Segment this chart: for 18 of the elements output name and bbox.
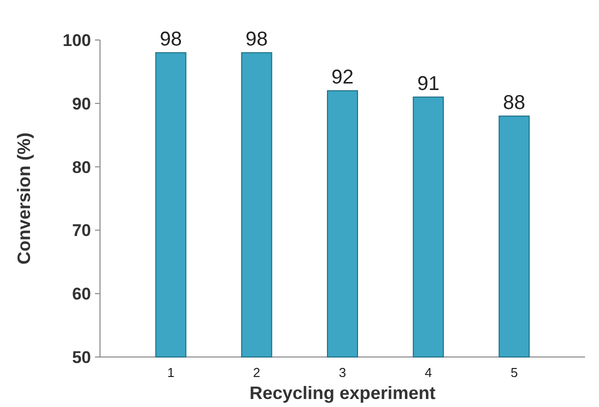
y-tick-label: 50: [72, 348, 91, 367]
x-axis-title: Recycling experiment: [249, 383, 436, 403]
y-tick-label: 90: [72, 94, 91, 114]
y-axis-title: Conversion (%): [14, 132, 34, 265]
x-tick-label: 2: [253, 365, 260, 380]
x-tick-label: 4: [424, 365, 432, 380]
data-label: 91: [417, 73, 440, 96]
data-label: 92: [331, 66, 354, 89]
y-tick-label: 100: [62, 30, 91, 50]
y-tick-label: 80: [72, 158, 91, 177]
x-tick-label: 5: [510, 365, 518, 380]
y-tick-label: 60: [72, 284, 91, 304]
x-tick-label: 1: [167, 365, 174, 380]
x-tick-label: 3: [338, 365, 346, 380]
data-label: 88: [503, 92, 526, 114]
data-label: 98: [160, 28, 182, 51]
data-label: 98: [246, 28, 268, 51]
y-tick-label: 70: [72, 221, 91, 240]
